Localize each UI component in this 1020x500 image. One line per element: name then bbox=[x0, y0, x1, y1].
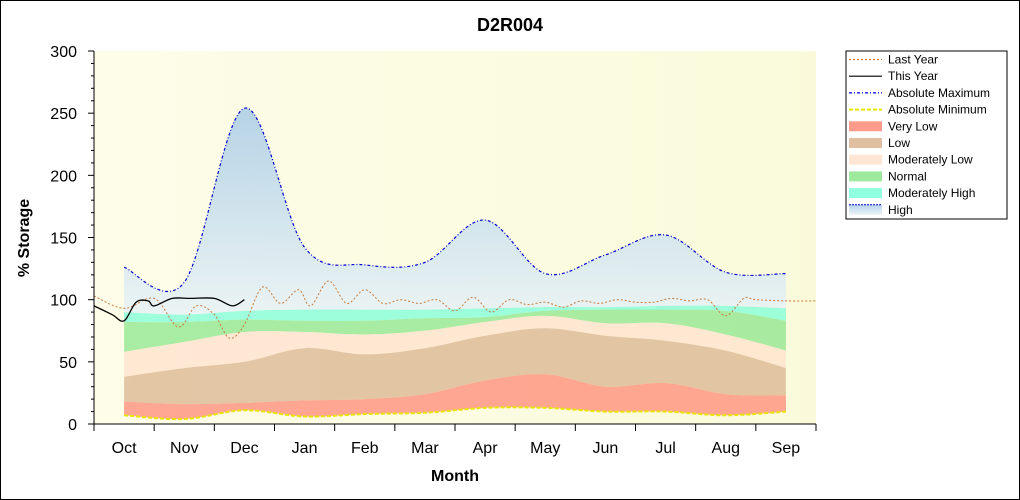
x-tick-label: Mar bbox=[411, 440, 439, 457]
legend-label: Absolute Maximum bbox=[888, 86, 990, 100]
x-tick-label: Feb bbox=[351, 440, 379, 457]
legend-item: Very Low bbox=[849, 119, 938, 133]
x-tick-label: Jun bbox=[593, 440, 619, 457]
y-ticks: 0 50 100 150 200 250 300 bbox=[50, 44, 94, 434]
x-tick-label: Sep bbox=[772, 440, 801, 457]
y-tick-label: 150 bbox=[50, 231, 77, 248]
chart-title: D2R004 bbox=[477, 15, 543, 35]
legend: Last Year This Year Absolute Maximum Absolu… bbox=[845, 50, 1008, 220]
this-year-line bbox=[94, 297, 245, 322]
legend-label: Very Low bbox=[888, 119, 938, 133]
x-axis-title: Month bbox=[431, 468, 479, 485]
legend-item: Low bbox=[849, 136, 910, 150]
y-tick-label: 300 bbox=[50, 44, 77, 61]
legend-swatch bbox=[849, 204, 882, 215]
x-tick-label: Apr bbox=[473, 440, 499, 457]
line-layer bbox=[94, 107, 816, 421]
legend-swatch bbox=[849, 154, 882, 165]
legend-item: Absolute Maximum bbox=[849, 86, 990, 100]
very-low-band bbox=[124, 374, 786, 420]
legend-item: Absolute Minimum bbox=[849, 103, 987, 117]
last-year-line bbox=[94, 280, 816, 339]
legend-item: Moderately Low bbox=[849, 153, 973, 167]
x-tick-label: Jul bbox=[655, 440, 675, 457]
legend-label: Low bbox=[888, 136, 910, 150]
legend-label: Absolute Minimum bbox=[888, 103, 987, 117]
legend-label: Last Year bbox=[888, 53, 938, 67]
x-tick-label: Oct bbox=[112, 440, 137, 457]
legend-item: Normal bbox=[849, 169, 927, 183]
y-tick-label: 0 bbox=[68, 417, 77, 434]
legend-label: Moderately High bbox=[888, 186, 975, 200]
high-band bbox=[124, 107, 786, 315]
legend-item: This Year bbox=[849, 69, 938, 83]
y-tick-label: 200 bbox=[50, 168, 77, 185]
legend-swatch bbox=[849, 171, 882, 182]
y-tick-label: 250 bbox=[50, 106, 77, 123]
legend-item: Last Year bbox=[849, 53, 938, 67]
legend-swatch bbox=[849, 121, 882, 132]
absolute-minimum-line bbox=[124, 406, 786, 421]
legend-swatch bbox=[849, 188, 882, 199]
low-band bbox=[124, 328, 786, 405]
moderately-low-band bbox=[124, 315, 786, 377]
absolute-maximum-line bbox=[123, 107, 786, 292]
x-tick-label: May bbox=[530, 440, 560, 457]
x-tick-label: Dec bbox=[230, 440, 258, 457]
band-layer bbox=[124, 107, 786, 420]
x-tick-label: Jan bbox=[292, 440, 318, 457]
x-tick-label: Aug bbox=[712, 440, 740, 457]
moderately-high-band bbox=[124, 305, 786, 323]
legend-label: This Year bbox=[888, 69, 938, 83]
legend-label: High bbox=[888, 203, 913, 217]
legend-swatch bbox=[849, 138, 882, 148]
x-ticks: Oct Nov Dec Jan Feb Mar Apr May Jun Jul Aug Sep bbox=[93, 424, 817, 457]
y-tick-label: 100 bbox=[50, 293, 77, 310]
y-tick-label: 50 bbox=[59, 355, 77, 372]
x-tick-label: Nov bbox=[170, 440, 198, 457]
legend-label: Moderately Low bbox=[888, 153, 973, 167]
legend-label: Normal bbox=[888, 169, 927, 183]
legend-item: Moderately High bbox=[849, 186, 975, 200]
legend-item: High bbox=[849, 203, 913, 217]
normal-band bbox=[124, 309, 786, 352]
y-axis-title: % Storage bbox=[16, 199, 33, 277]
